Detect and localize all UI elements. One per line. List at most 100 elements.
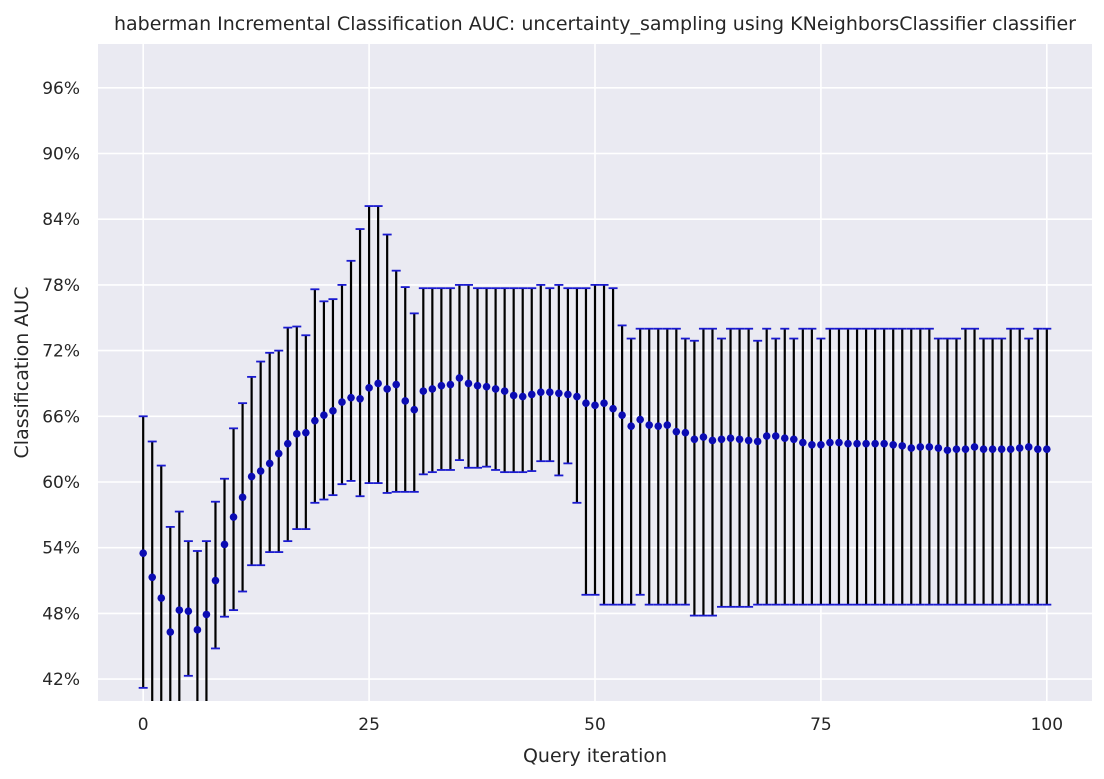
data-point bbox=[383, 385, 391, 393]
data-point bbox=[645, 421, 654, 429]
error-bar bbox=[599, 283, 609, 606]
data-point bbox=[835, 438, 843, 447]
error-bar bbox=[147, 440, 157, 701]
error-bar bbox=[536, 283, 546, 463]
data-point bbox=[853, 439, 861, 448]
y-tick-label: 84% bbox=[42, 210, 80, 230]
error-bar bbox=[861, 327, 871, 606]
error-bar bbox=[500, 287, 510, 474]
data-point bbox=[889, 440, 897, 449]
data-point bbox=[934, 444, 943, 452]
data-point bbox=[419, 387, 428, 395]
error-bar bbox=[825, 327, 835, 606]
data-point bbox=[202, 610, 211, 619]
error-bar bbox=[436, 287, 446, 471]
error-bar bbox=[409, 312, 419, 493]
error-bar bbox=[210, 500, 220, 650]
data-point bbox=[609, 404, 617, 413]
error-bar bbox=[382, 233, 392, 494]
error-bar bbox=[400, 286, 410, 493]
data-point bbox=[997, 445, 1006, 453]
data-point bbox=[283, 439, 292, 448]
error-bar bbox=[816, 337, 826, 606]
error-bar bbox=[662, 327, 672, 606]
y-tick-label: 72% bbox=[42, 342, 80, 362]
data-point bbox=[392, 380, 401, 389]
error-bar bbox=[933, 337, 943, 606]
data-point bbox=[139, 549, 147, 557]
data-point bbox=[898, 442, 907, 450]
data-point bbox=[1033, 445, 1042, 453]
error-bar bbox=[454, 283, 464, 462]
data-point bbox=[247, 472, 256, 481]
data-point bbox=[708, 436, 717, 445]
error-bar bbox=[771, 337, 781, 606]
data-points bbox=[139, 374, 1051, 636]
error-bar bbox=[644, 327, 654, 606]
data-point bbox=[573, 392, 581, 401]
data-point bbox=[320, 411, 328, 420]
data-point bbox=[410, 405, 419, 414]
error-bar bbox=[292, 325, 302, 530]
error-bar bbox=[310, 288, 320, 504]
error-bar bbox=[897, 327, 907, 606]
error-bar bbox=[463, 283, 473, 469]
data-point bbox=[618, 411, 626, 420]
data-point bbox=[265, 459, 274, 468]
data-point bbox=[256, 467, 265, 475]
data-point bbox=[943, 446, 952, 455]
error-bar bbox=[156, 464, 166, 701]
data-point bbox=[311, 416, 319, 425]
data-point bbox=[790, 435, 798, 444]
error-bar bbox=[997, 337, 1007, 606]
error-bar bbox=[979, 337, 989, 606]
data-point bbox=[329, 407, 337, 415]
error-bar bbox=[762, 327, 772, 606]
data-point bbox=[536, 388, 545, 397]
data-point bbox=[518, 392, 527, 401]
error-bar bbox=[807, 327, 817, 606]
data-point bbox=[808, 440, 816, 449]
x-tick-label: 25 bbox=[358, 715, 380, 735]
y-tick-label: 48% bbox=[42, 604, 80, 624]
data-point bbox=[771, 432, 780, 440]
error-bar bbox=[346, 259, 356, 482]
data-point bbox=[166, 628, 175, 636]
error-bar bbox=[789, 337, 799, 606]
data-point bbox=[735, 435, 744, 444]
data-point bbox=[591, 401, 599, 410]
error-bar bbox=[527, 287, 537, 472]
data-point bbox=[979, 445, 988, 453]
data-point bbox=[871, 439, 879, 448]
error-bar bbox=[283, 326, 293, 543]
error-bar bbox=[364, 205, 374, 484]
error-bar bbox=[707, 327, 717, 617]
data-point bbox=[238, 493, 247, 502]
data-point bbox=[663, 421, 672, 429]
data-point bbox=[347, 393, 355, 402]
error-bar bbox=[328, 298, 338, 497]
data-point bbox=[627, 422, 635, 430]
error-bar bbox=[852, 327, 862, 606]
error-bar bbox=[988, 337, 998, 606]
error-bar bbox=[915, 327, 925, 606]
error-bar bbox=[906, 327, 916, 606]
error-bar bbox=[491, 287, 501, 471]
error-bar bbox=[879, 327, 889, 606]
error-bar bbox=[1033, 327, 1043, 606]
data-point bbox=[464, 379, 473, 388]
error-bar bbox=[337, 283, 347, 486]
error-bars bbox=[138, 205, 1052, 701]
data-point bbox=[862, 439, 870, 448]
data-point bbox=[717, 435, 726, 444]
data-point bbox=[184, 607, 193, 616]
data-point bbox=[636, 415, 644, 424]
error-bar bbox=[970, 327, 980, 606]
data-point bbox=[988, 445, 997, 453]
x-tick-label: 75 bbox=[810, 715, 832, 735]
data-point bbox=[1024, 443, 1033, 451]
data-point bbox=[762, 432, 771, 440]
data-point bbox=[780, 434, 789, 443]
error-bar bbox=[165, 525, 175, 701]
